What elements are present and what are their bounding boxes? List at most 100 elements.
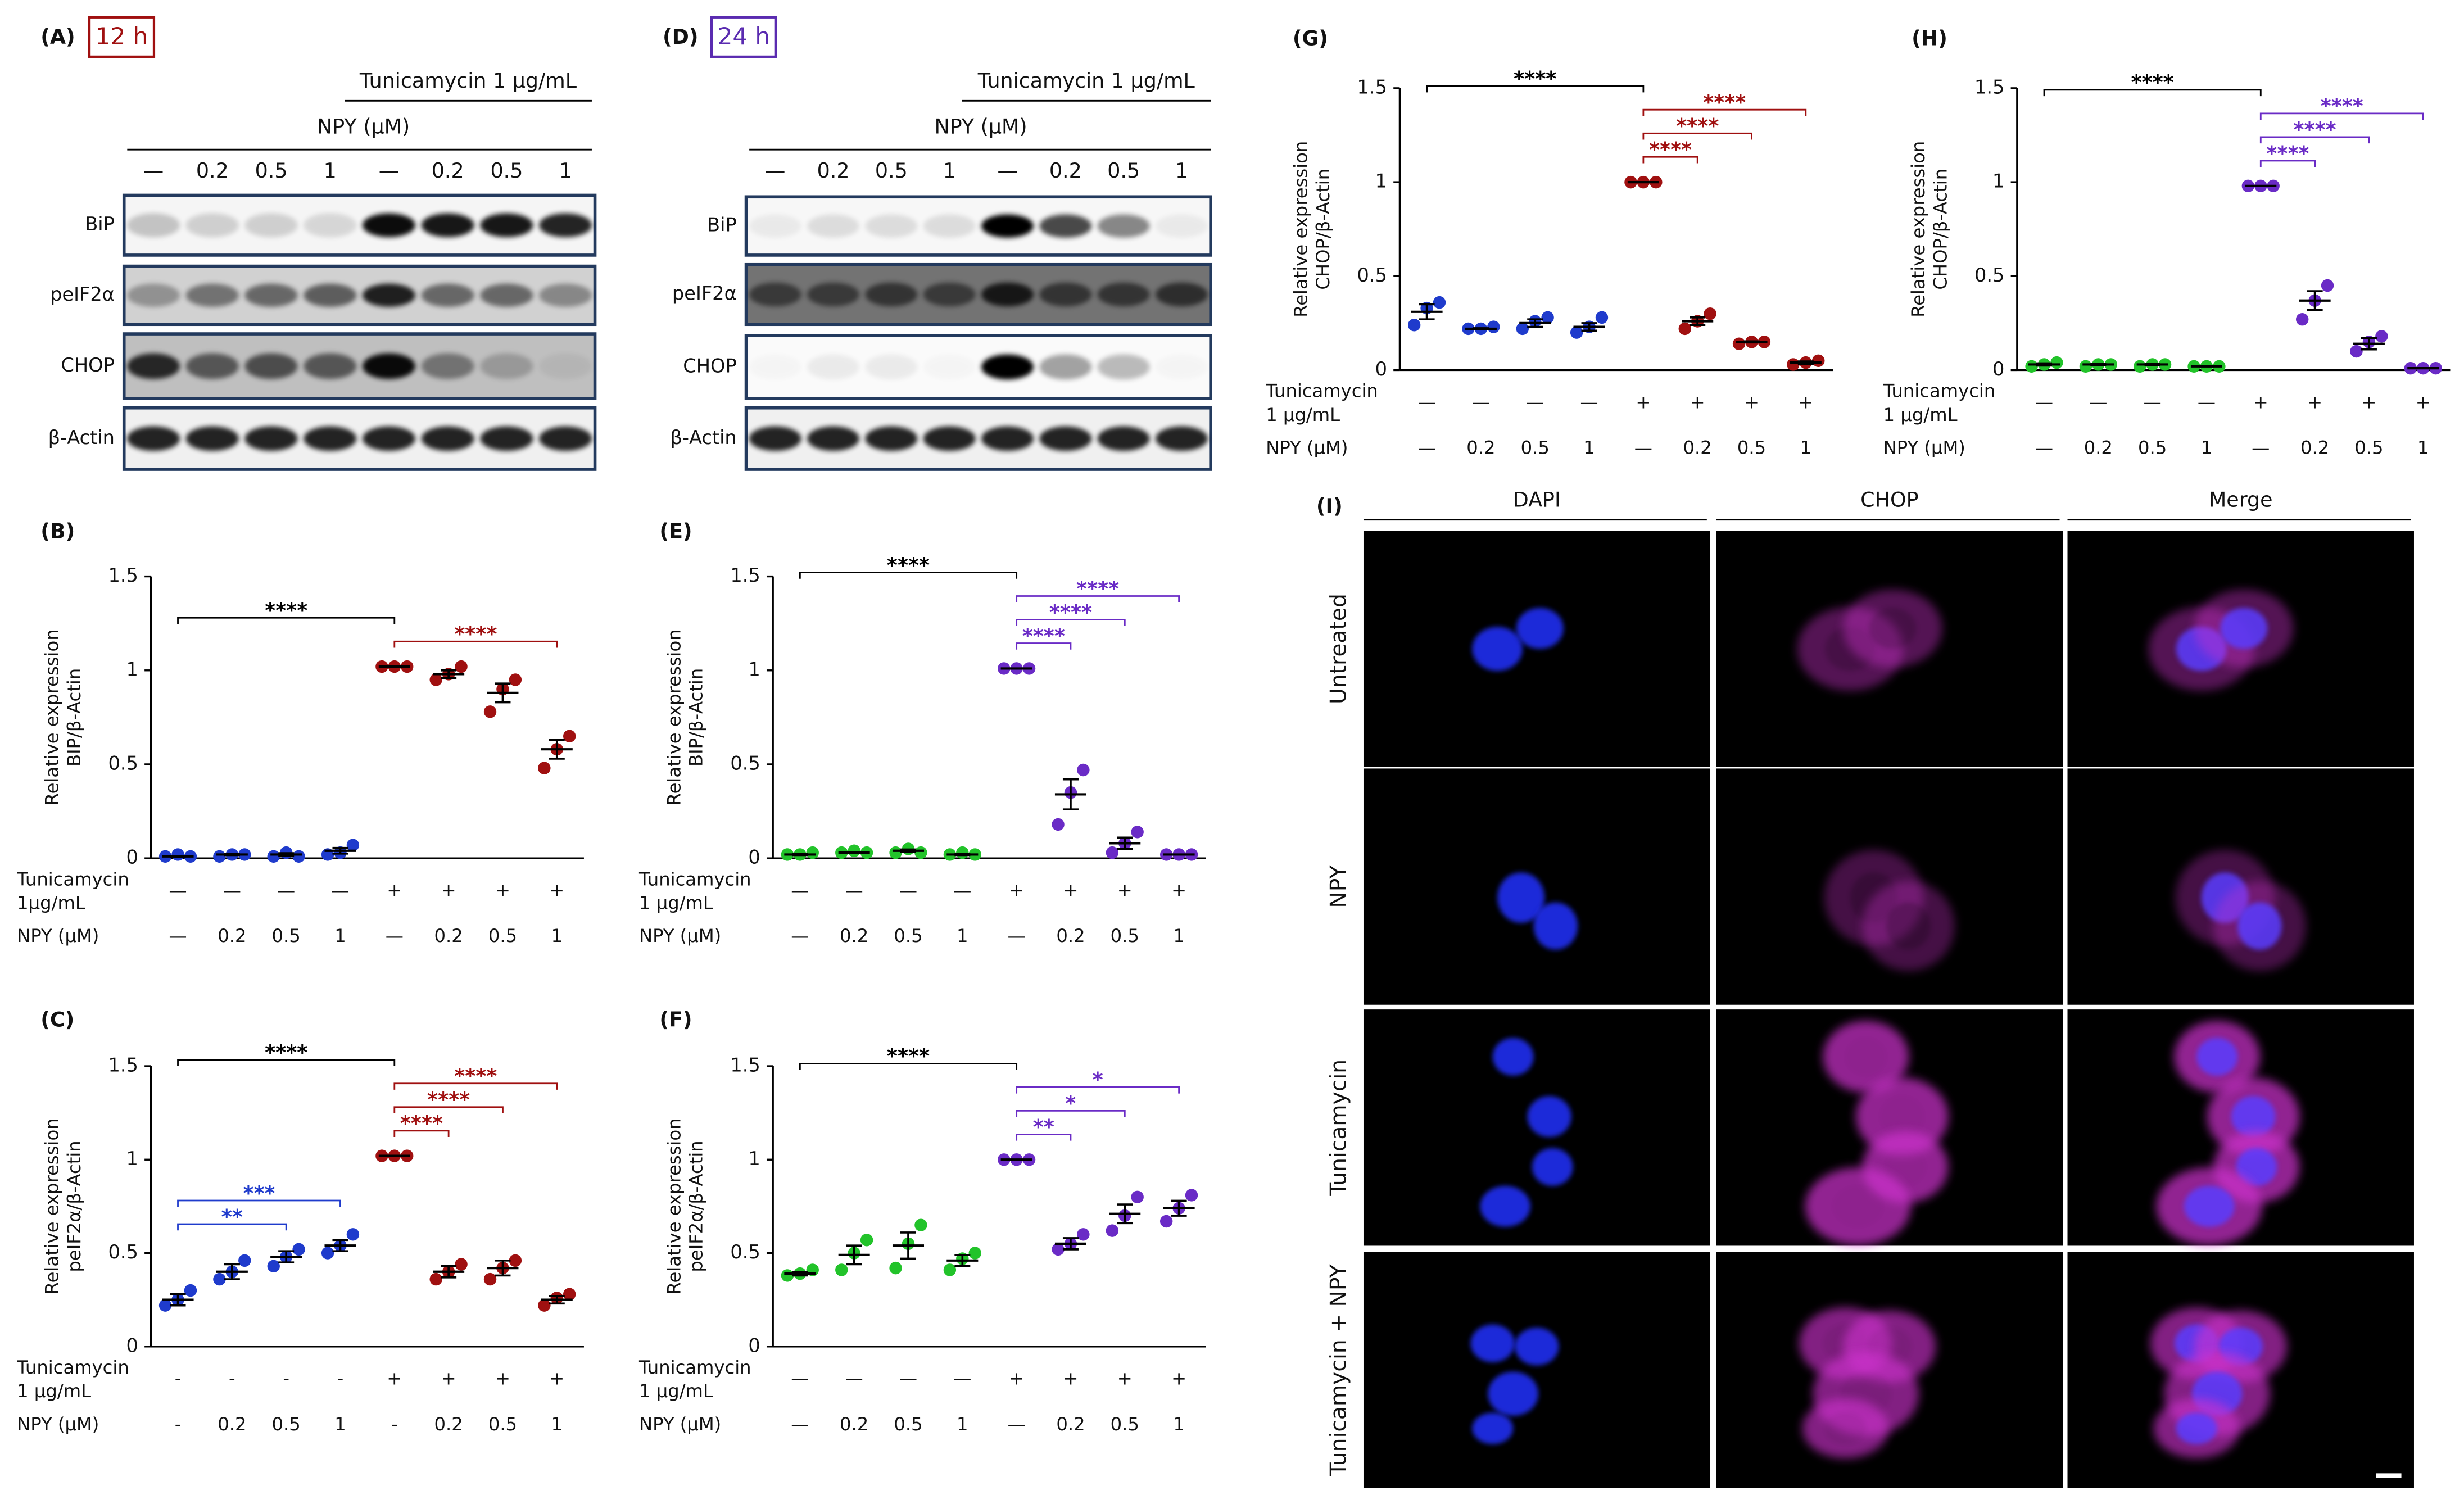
nucleus — [2184, 1185, 2235, 1227]
x-tick-label: - — [391, 1414, 398, 1435]
data-point — [1185, 1189, 1198, 1202]
time-label: 12 h — [96, 22, 148, 50]
blot-band — [126, 283, 180, 307]
blot-band — [865, 214, 918, 238]
blot-band — [1039, 426, 1092, 451]
significance-label: **** — [1022, 624, 1065, 648]
data-point — [1131, 826, 1144, 839]
blot-band — [1156, 354, 1208, 379]
x-tick-label: 0.2 — [434, 925, 463, 946]
x-tick-label: + — [2416, 391, 2431, 413]
blot-band — [244, 283, 298, 307]
data-point — [914, 1218, 927, 1231]
data-point — [860, 1234, 873, 1247]
x-tick-label: + — [1063, 1368, 1078, 1389]
x-tick-label: — — [1008, 925, 1026, 946]
blot-band — [749, 426, 801, 451]
y-axis-label: CHOP/β-Actin — [1312, 169, 1334, 290]
data-point — [1052, 818, 1065, 831]
data-point — [429, 673, 442, 686]
blot-row-label: BiP — [85, 213, 115, 235]
significance-bracket — [1426, 85, 1645, 93]
significance-bracket — [2043, 89, 2262, 97]
blot-band — [362, 283, 416, 307]
blot-band — [1039, 354, 1092, 380]
data-point — [1106, 846, 1119, 859]
blot-band — [421, 213, 474, 237]
blot-row-label: peIF2α — [50, 283, 115, 305]
y-tick-label: 1 — [1375, 170, 1387, 192]
significance-bracket — [2259, 160, 2316, 167]
data-point — [2050, 356, 2063, 369]
data-point — [346, 1228, 360, 1241]
data-point — [2295, 313, 2309, 326]
x-tick-label: — — [223, 880, 241, 901]
significance-label: * — [1065, 1091, 1076, 1116]
y-axis-label: Relative expression — [42, 629, 63, 805]
nucleus — [1497, 872, 1545, 923]
significance-bracket — [1016, 1110, 1126, 1117]
x-tick-label: 0.2 — [840, 1414, 868, 1435]
data-point — [1407, 319, 1421, 332]
data-point — [563, 730, 576, 743]
significance-bracket — [393, 1082, 558, 1090]
data-point — [483, 1272, 497, 1286]
chart-title: (E) — [659, 519, 692, 543]
nucleus-shadow — [1845, 1038, 1886, 1076]
data-point — [292, 850, 305, 863]
blot-band — [185, 283, 239, 307]
x-tick-label: 1 — [551, 925, 563, 946]
panel-label: (A) — [40, 25, 75, 49]
y-tick-label: 1.5 — [730, 564, 760, 586]
blot-band — [185, 213, 239, 237]
blot-band — [304, 213, 357, 237]
blot-row-label: BiP — [707, 214, 737, 236]
significance-label: **** — [265, 598, 307, 622]
blot-band — [421, 426, 474, 451]
blot-band — [304, 426, 357, 451]
x-row-label: 1μg/mL — [17, 892, 85, 913]
significance-bracket — [177, 1059, 396, 1066]
blot-band — [421, 283, 474, 307]
data-point — [509, 673, 522, 686]
x-tick-label: + — [1171, 1368, 1186, 1389]
significance-label: **** — [2321, 94, 2363, 118]
x-tick-label: — — [2089, 391, 2107, 413]
blot-band — [923, 426, 976, 451]
data-point — [184, 1284, 197, 1297]
lane-label: 1 — [1175, 158, 1188, 183]
blot-row-label: β-Actin — [48, 427, 115, 449]
x-tick-label: 0.2 — [1683, 437, 1712, 459]
data-point — [2321, 279, 2334, 292]
nucleus — [2196, 1038, 2238, 1076]
x-tick-label: 1 — [957, 925, 968, 946]
y-tick-label: 0 — [748, 846, 760, 868]
y-tick-label: 1.5 — [730, 1054, 760, 1076]
column-header: CHOP — [1860, 488, 1918, 512]
data-point — [2025, 360, 2038, 373]
time-box — [88, 16, 156, 58]
y-tick-label: 1 — [748, 1148, 760, 1170]
x-tick-label: — — [2035, 437, 2053, 459]
data-point — [509, 1254, 522, 1267]
x-tick-label: 1 — [1583, 437, 1595, 459]
x-tick-label: — — [791, 1414, 809, 1435]
nucleus — [1516, 608, 1564, 649]
lane-label: — — [379, 158, 399, 183]
x-tick-label: + — [441, 880, 456, 901]
significance-label: ** — [1033, 1115, 1054, 1139]
y-tick-label: 0.5 — [108, 752, 138, 774]
micrograph — [1363, 768, 1710, 1005]
significance-label: **** — [1703, 90, 1746, 115]
x-tick-label: 0.2 — [434, 1414, 463, 1435]
blot-band — [981, 214, 1034, 238]
data-point — [2350, 345, 2363, 358]
blot-band — [244, 353, 298, 379]
y-tick-label: 0 — [126, 1334, 138, 1356]
y-tick-label: 1.5 — [108, 564, 138, 586]
lane-label: 1 — [324, 158, 337, 183]
x-row-label: Tunicamycin — [638, 868, 751, 890]
x-tick-label: — — [169, 925, 187, 946]
x-tick-label: 0.5 — [2138, 437, 2167, 459]
significance-bracket — [2259, 136, 2370, 144]
